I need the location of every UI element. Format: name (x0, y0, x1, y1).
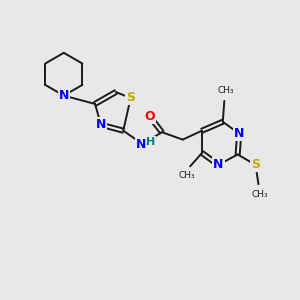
Text: CH₃: CH₃ (252, 190, 268, 199)
Text: O: O (145, 110, 155, 123)
Text: CH₃: CH₃ (179, 171, 196, 180)
Text: S: S (251, 158, 260, 171)
Text: N: N (58, 89, 69, 102)
Text: N: N (136, 138, 146, 151)
Text: S: S (126, 92, 135, 104)
Text: H: H (146, 137, 155, 147)
Text: N: N (234, 127, 244, 140)
Text: N: N (213, 158, 224, 171)
Text: CH₃: CH₃ (218, 86, 234, 95)
Text: N: N (96, 118, 106, 131)
